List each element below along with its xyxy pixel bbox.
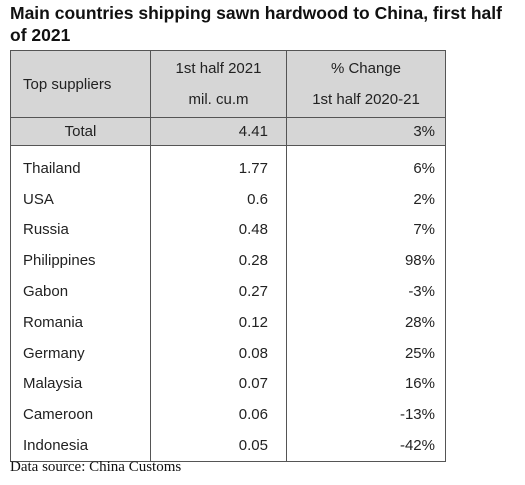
- country-cell: Russia: [10, 214, 151, 246]
- country-cell: Cameroon: [10, 399, 151, 431]
- volume-cell: 0.07: [150, 368, 287, 400]
- volume-cell: 0.27: [150, 276, 287, 307]
- header-change-period: 1st half 2020-21: [312, 90, 420, 108]
- header-change-label: % Change: [330, 59, 402, 77]
- volume-cell: 0.28: [150, 245, 287, 277]
- country-cell: Gabon: [10, 276, 151, 307]
- total-volume: 4.41: [150, 117, 287, 146]
- table-row: Romania 0.12 28%: [10, 306, 446, 338]
- country-cell: Indonesia: [10, 430, 151, 462]
- change-cell: -13%: [286, 399, 446, 431]
- page-title: Main countries shipping sawn hardwood to…: [10, 3, 502, 45]
- table-row: Philippines 0.28 98%: [10, 245, 446, 277]
- table-row: Gabon 0.27 -3%: [10, 276, 446, 307]
- total-label: Total: [10, 117, 151, 146]
- table-row: Indonesia 0.05 -42%: [10, 430, 446, 462]
- volume-cell: 0.48: [150, 214, 287, 246]
- change-cell: 16%: [286, 368, 446, 400]
- country-cell: Malaysia: [10, 368, 151, 400]
- country-cell: Germany: [10, 337, 151, 369]
- table-row: USA 0.6 2%: [10, 183, 446, 215]
- header-volume: 1st half 2021 mil. cu.m: [150, 50, 287, 118]
- change-cell: 28%: [286, 306, 446, 338]
- change-cell: -3%: [286, 276, 446, 307]
- change-cell: 7%: [286, 214, 446, 246]
- change-cell: -42%: [286, 430, 446, 462]
- volume-cell: 0.06: [150, 399, 287, 431]
- country-cell: Romania: [10, 306, 151, 338]
- table-row: Thailand 1.77 6%: [10, 153, 446, 184]
- header-volume-unit: mil. cu.m: [188, 90, 249, 108]
- spacer-row: [10, 145, 446, 153]
- change-cell: 98%: [286, 245, 446, 277]
- table-row: Cameroon 0.06 -13%: [10, 399, 446, 431]
- table-header: Top suppliers 1st half 2021 mil. cu.m % …: [10, 50, 446, 118]
- table-row: Malaysia 0.07 16%: [10, 368, 446, 400]
- volume-cell: 1.77: [150, 153, 287, 184]
- country-cell: USA: [10, 183, 151, 215]
- change-cell: 25%: [286, 337, 446, 369]
- data-source-note: Data source: China Customs: [10, 459, 182, 475]
- country-cell: Philippines: [10, 245, 151, 277]
- header-change: % Change 1st half 2020-21: [286, 50, 446, 118]
- change-cell: 2%: [286, 183, 446, 215]
- volume-cell: 0.05: [150, 430, 287, 462]
- volume-cell: 0.08: [150, 337, 287, 369]
- header-top-suppliers: Top suppliers: [10, 50, 151, 118]
- total-row: Total 4.41 3%: [10, 117, 446, 146]
- country-cell: Thailand: [10, 153, 151, 184]
- total-change: 3%: [286, 117, 446, 146]
- header-volume-period: 1st half 2021: [175, 59, 262, 77]
- table-row: Germany 0.08 25%: [10, 337, 446, 369]
- table-row: Russia 0.48 7%: [10, 214, 446, 246]
- suppliers-table: Top suppliers 1st half 2021 mil. cu.m % …: [10, 50, 446, 462]
- volume-cell: 0.6: [150, 183, 287, 215]
- volume-cell: 0.12: [150, 306, 287, 338]
- change-cell: 6%: [286, 153, 446, 184]
